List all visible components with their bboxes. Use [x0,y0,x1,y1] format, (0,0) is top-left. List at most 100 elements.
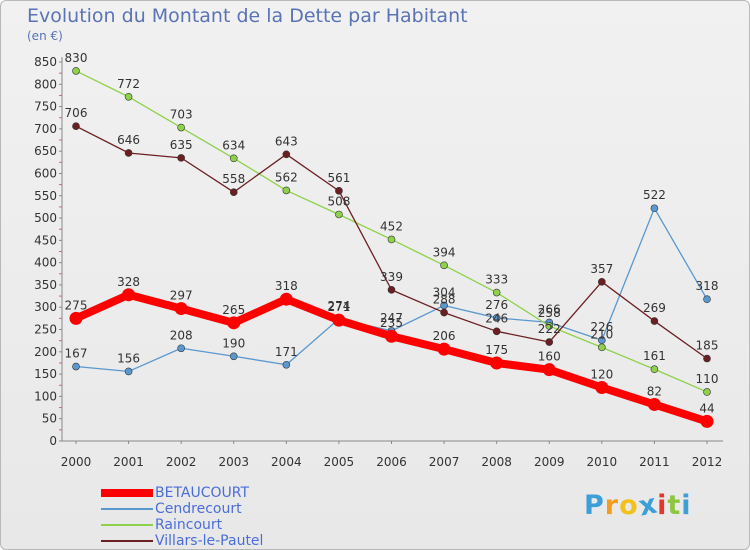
data-label: 333 [485,273,508,287]
data-point [440,261,448,270]
data-label: 562 [275,170,298,184]
y-tick-label: 450 [34,233,57,247]
y-tick-label: 300 [34,300,57,314]
x-tick-label: 2002 [166,455,197,469]
x-tick-label: 2003 [218,455,249,469]
data-point [492,288,501,297]
data-label: 318 [275,279,298,293]
data-label: 160 [538,350,561,364]
data-label: 508 [327,194,350,208]
data-point [545,338,554,346]
data-point [332,313,346,327]
data-point [650,204,659,213]
data-label: 275 [65,298,88,312]
data-label: 830 [65,51,88,65]
data-label: 271 [327,300,350,314]
chart-title: Evolution du Montant de la Dette par Hab… [27,5,468,27]
data-label: 246 [485,311,508,325]
data-label: 304 [433,285,456,299]
data-label: 318 [696,279,719,293]
legend-swatch [101,489,153,497]
data-point [492,314,501,322]
x-tick-label: 2009 [534,455,565,469]
x-tick-label: 2001 [113,455,144,469]
data-point [282,360,291,369]
y-tick-label: 200 [34,345,57,359]
logo-letter: r [604,490,620,521]
data-label: 274 [327,299,350,313]
data-label: 175 [485,343,508,357]
data-label: 643 [275,134,298,148]
legend-swatch [101,524,153,526]
x-tick-label: 2012 [692,455,723,469]
data-label: 185 [696,339,719,353]
data-point [647,397,661,411]
data-label: 288 [433,293,456,307]
data-label: 634 [222,138,245,152]
data-label: 226 [590,320,613,334]
data-label: 328 [117,275,140,289]
data-label: 522 [643,188,666,202]
legend-label: Cendrecourt [155,501,242,517]
y-tick-label: 500 [34,211,57,225]
y-tick-label: 0 [49,434,57,448]
data-point [387,235,396,244]
data-point [177,154,185,162]
data-point [703,388,711,396]
data-point [229,352,238,361]
data-point [437,342,451,356]
data-label: 210 [590,327,613,341]
data-point [177,123,185,132]
proxiti-logo: Proxiti [584,488,692,522]
legend-item: Villars-le-Pautel [101,533,263,549]
y-tick-label: 700 [34,122,57,136]
data-point [545,322,554,330]
y-tick-label: 400 [34,256,57,270]
data-point [387,286,396,294]
data-point [229,154,238,163]
y-tick-label: 650 [34,144,57,158]
data-label: 82 [647,384,662,398]
data-label: 452 [380,219,403,233]
data-point [335,187,343,195]
data-point [122,288,136,302]
x-tick-label: 2011 [639,455,670,469]
data-label: 222 [538,322,561,336]
data-point [440,308,448,317]
x-tick-label: 2006 [376,455,407,469]
data-label: 44 [699,401,714,415]
data-label: 120 [590,367,613,381]
data-label: 258 [538,306,561,320]
data-point [124,92,133,101]
logo-letter: i [681,490,692,521]
y-tick-label: 50 [42,412,57,426]
data-point [650,365,659,374]
logo-letter: o [619,490,639,521]
data-point [595,380,609,394]
data-point [598,343,606,352]
chart-unit-label: (en €) [27,29,63,43]
x-tick-label: 2008 [481,455,512,469]
data-label: 206 [433,329,456,343]
data-point [177,344,185,353]
data-point [598,278,606,286]
x-tick-label: 2010 [587,455,618,469]
data-label: 167 [65,347,88,361]
data-point [282,150,291,159]
data-point [335,210,343,219]
data-label: 297 [170,289,193,303]
data-label: 558 [222,172,245,186]
legend-item: Cendrecourt [101,501,263,517]
y-tick-label: 350 [34,278,57,292]
data-label: 190 [222,336,245,350]
y-tick-label: 100 [34,389,57,403]
data-label: 561 [327,171,350,185]
data-point [282,186,291,195]
data-label: 339 [380,270,403,284]
legend-label: BETAUCOURT [155,485,250,501]
data-point [72,122,80,131]
data-point [124,149,133,157]
y-tick-label: 150 [34,367,57,381]
data-label: 703 [170,108,193,122]
